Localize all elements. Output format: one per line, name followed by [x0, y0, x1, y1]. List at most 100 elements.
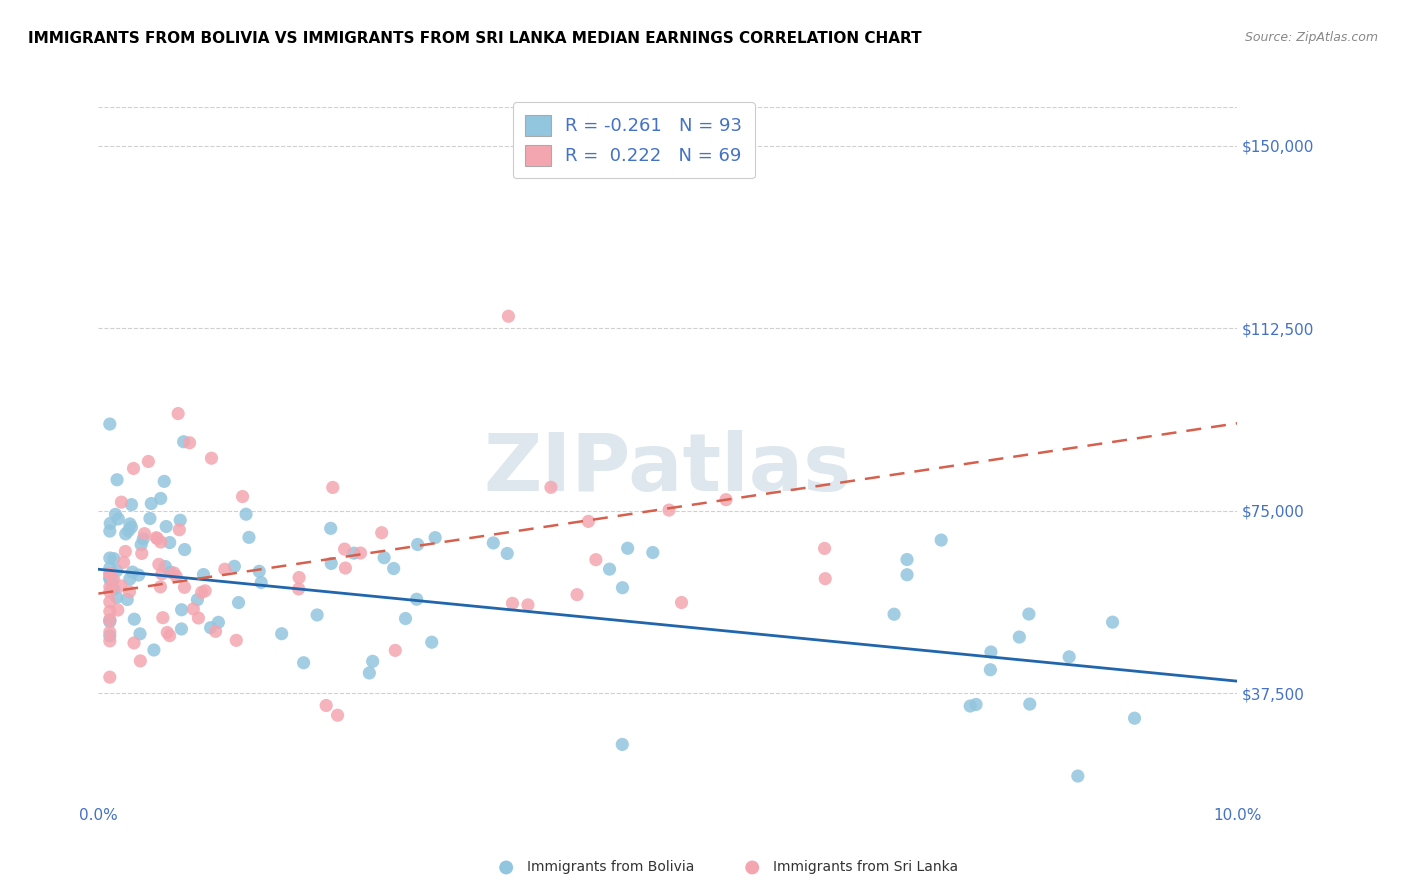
Point: [187, 611, 209, 625]
Point: [145, 531, 167, 545]
Point: [163, 566, 186, 580]
Point: [349, 546, 371, 560]
Point: [142, 643, 165, 657]
Point: [270, 626, 292, 640]
Point: [1067, 769, 1090, 783]
Point: [1008, 630, 1031, 644]
Point: [98, 566, 121, 581]
Point: [139, 511, 162, 525]
Point: [965, 698, 987, 712]
Point: [110, 579, 132, 593]
Point: [616, 541, 638, 556]
Point: [98, 572, 121, 586]
Point: [225, 633, 247, 648]
Point: [159, 535, 181, 549]
Point: [641, 545, 664, 559]
Point: [117, 592, 139, 607]
Point: [98, 634, 121, 648]
Point: [394, 611, 416, 625]
Point: [498, 310, 520, 324]
Point: [169, 513, 191, 527]
Point: [321, 557, 343, 571]
Point: [361, 654, 384, 668]
Point: [384, 643, 406, 657]
Point: [814, 572, 837, 586]
Point: [121, 520, 143, 534]
Point: [98, 595, 121, 609]
Point: [98, 604, 121, 618]
Point: [599, 562, 621, 576]
Point: [150, 566, 173, 581]
Point: [576, 515, 599, 529]
Point: [232, 490, 254, 504]
Point: [98, 585, 121, 599]
Point: [122, 636, 145, 650]
Point: [585, 552, 607, 566]
Point: [200, 621, 222, 635]
Point: [193, 567, 215, 582]
Point: [183, 602, 205, 616]
Point: [114, 527, 136, 541]
Point: [405, 592, 427, 607]
Point: [307, 607, 329, 622]
Point: [714, 492, 737, 507]
Point: [315, 698, 337, 713]
Point: [179, 435, 201, 450]
Point: [134, 526, 156, 541]
Point: [98, 625, 121, 640]
Point: [98, 613, 121, 627]
Point: [813, 541, 835, 556]
Point: [322, 480, 344, 494]
Point: [98, 551, 121, 566]
Point: [149, 491, 172, 506]
Point: [117, 524, 139, 538]
Point: [238, 530, 260, 544]
Point: [980, 645, 1002, 659]
Point: [959, 698, 981, 713]
Point: [129, 654, 152, 668]
Text: Immigrants from Bolivia: Immigrants from Bolivia: [527, 861, 695, 874]
Text: Immigrants from Sri Lanka: Immigrants from Sri Lanka: [773, 861, 959, 874]
Point: [118, 584, 141, 599]
Point: [190, 585, 212, 599]
Point: [247, 564, 270, 578]
Point: [138, 454, 160, 468]
Point: [224, 559, 246, 574]
Point: [979, 663, 1001, 677]
Point: [292, 656, 315, 670]
Point: [105, 564, 128, 578]
Point: [153, 475, 176, 489]
Point: [159, 566, 181, 580]
Point: [101, 574, 124, 589]
Point: [741, 860, 763, 874]
Point: [98, 516, 121, 531]
Point: [105, 473, 128, 487]
Point: [173, 580, 195, 594]
Point: [98, 580, 121, 594]
Point: [118, 516, 141, 531]
Point: [658, 503, 681, 517]
Point: [214, 562, 236, 576]
Point: [155, 559, 177, 574]
Point: [132, 532, 155, 546]
Point: [121, 565, 143, 579]
Point: [423, 531, 446, 545]
Text: ZIPatlas: ZIPatlas: [484, 430, 852, 508]
Point: [169, 523, 191, 537]
Point: [896, 552, 918, 566]
Point: [98, 615, 121, 629]
Text: IMMIGRANTS FROM BOLIVIA VS IMMIGRANTS FROM SRI LANKA MEDIAN EARNINGS CORRELATION: IMMIGRANTS FROM BOLIVIA VS IMMIGRANTS FR…: [28, 31, 922, 46]
Point: [107, 603, 129, 617]
Text: Source: ZipAtlas.com: Source: ZipAtlas.com: [1244, 31, 1378, 45]
Point: [335, 561, 357, 575]
Point: [1018, 607, 1040, 621]
Point: [495, 860, 517, 874]
Point: [370, 525, 392, 540]
Point: [122, 461, 145, 475]
Point: [173, 542, 195, 557]
Point: [98, 571, 121, 585]
Point: [124, 612, 146, 626]
Point: [112, 555, 135, 569]
Point: [149, 535, 172, 549]
Point: [103, 582, 125, 596]
